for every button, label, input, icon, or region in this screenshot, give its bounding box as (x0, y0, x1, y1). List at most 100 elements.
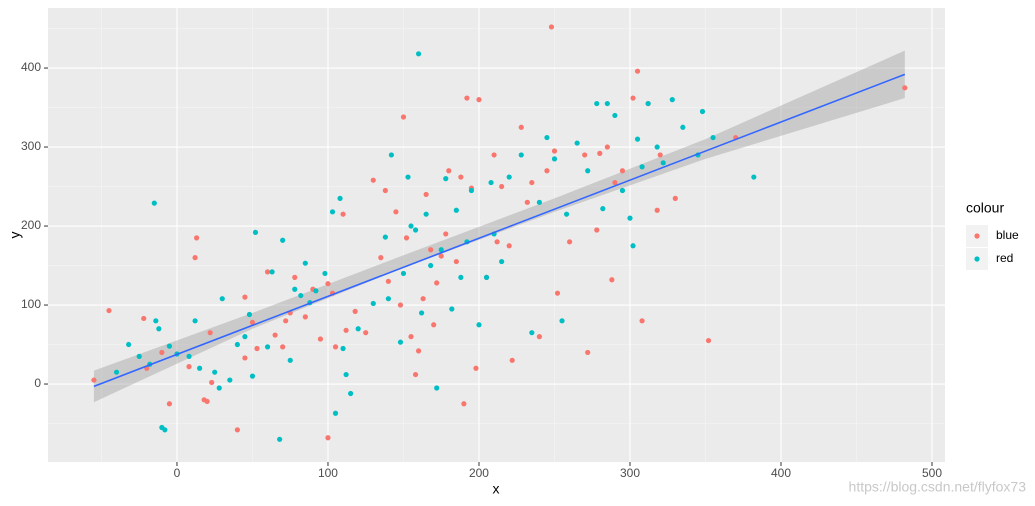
point (483, 274, 490, 280)
point (619, 187, 626, 194)
point (634, 68, 641, 74)
point (518, 124, 524, 130)
point (902, 85, 908, 91)
point (219, 296, 225, 302)
point (126, 341, 132, 348)
point (612, 179, 618, 186)
y-tick-label: 0 (34, 376, 41, 390)
point (604, 100, 610, 107)
point (302, 314, 308, 320)
point (582, 152, 588, 158)
point (509, 357, 515, 363)
point (566, 239, 573, 245)
point (227, 377, 233, 383)
x-axis-title: x (493, 481, 500, 497)
legend-label: blue (996, 228, 1019, 242)
point (343, 327, 349, 333)
point (423, 211, 429, 217)
legend-marker (974, 256, 980, 262)
point (151, 200, 157, 206)
point (468, 187, 475, 194)
point (415, 51, 422, 57)
point (264, 269, 271, 275)
point (554, 290, 561, 296)
point (405, 174, 411, 180)
point (544, 168, 550, 174)
point (317, 336, 324, 342)
point (272, 332, 278, 338)
point (382, 187, 388, 194)
point (254, 345, 260, 352)
point (634, 136, 641, 142)
point (397, 302, 404, 308)
point (269, 269, 275, 275)
point (234, 341, 240, 348)
point (418, 310, 425, 316)
point (91, 377, 97, 383)
point (332, 410, 339, 416)
point (329, 209, 336, 215)
point (412, 371, 419, 378)
point (385, 278, 391, 284)
point (343, 371, 349, 378)
point (141, 315, 147, 322)
point (434, 385, 440, 391)
point (397, 339, 404, 345)
point (464, 95, 470, 101)
watermark: https://blog.csdn.net/flyfox73 (849, 479, 1027, 495)
point (242, 355, 248, 361)
point (476, 97, 482, 103)
point (242, 334, 248, 340)
point (277, 436, 283, 442)
point (453, 207, 459, 213)
point (113, 369, 120, 375)
x-tick-label: 200 (469, 466, 489, 480)
point (551, 156, 558, 162)
point (302, 260, 308, 266)
point (499, 183, 505, 190)
point (585, 168, 591, 174)
point (660, 160, 666, 166)
point (654, 144, 660, 150)
point (506, 174, 512, 180)
point (604, 144, 610, 150)
point (710, 134, 716, 141)
point (443, 231, 449, 237)
point (348, 390, 354, 397)
point (264, 344, 271, 350)
point (488, 179, 494, 186)
y-tick-label: 400 (21, 60, 41, 74)
point (408, 223, 414, 229)
point (449, 306, 455, 312)
point (325, 435, 331, 441)
point (627, 215, 633, 221)
point (574, 140, 580, 146)
point (156, 326, 162, 332)
point (280, 344, 286, 350)
point (370, 177, 376, 183)
point (106, 307, 112, 314)
point (536, 199, 542, 205)
point (443, 176, 449, 182)
point (645, 100, 651, 107)
point (325, 281, 331, 287)
confidence-band (93, 50, 905, 403)
y-tick-label: 300 (21, 139, 41, 153)
point (400, 114, 407, 120)
point (193, 235, 200, 241)
point (476, 322, 482, 328)
point (234, 427, 240, 433)
point (249, 373, 256, 379)
point (654, 207, 660, 213)
point (594, 227, 600, 233)
point (415, 348, 422, 354)
point (370, 300, 376, 307)
point (212, 369, 218, 375)
point (699, 108, 706, 115)
point (453, 258, 459, 265)
point (403, 235, 410, 241)
point (388, 152, 394, 158)
point (192, 318, 198, 324)
x-tick-label: 400 (771, 466, 791, 480)
panel (48, 8, 945, 462)
